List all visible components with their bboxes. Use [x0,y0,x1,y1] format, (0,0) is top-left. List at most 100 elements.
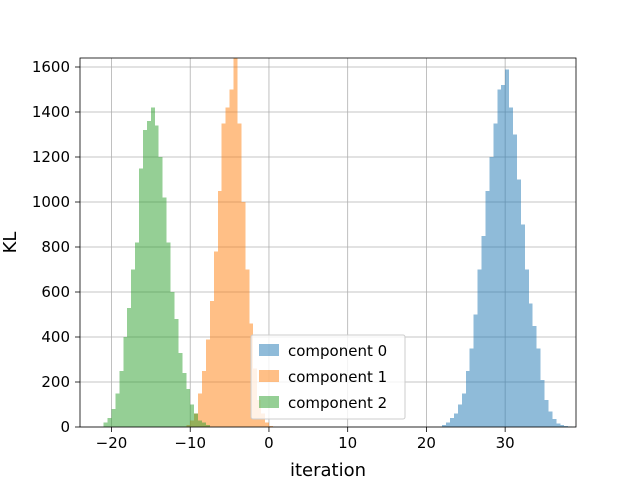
histogram-bar [536,348,541,427]
histogram-bar [532,325,537,427]
axis-ticks: −20 −10 0 10 20 30 0 200 400 600 800 1000 1200 1400 16… [32,58,515,452]
y-tick-label: 600 [41,283,70,301]
histogram-bar [190,404,195,427]
legend-box [250,334,406,420]
histogram-bar [186,388,191,427]
histogram-bar [560,425,565,427]
x-tick-label: 0 [264,434,274,452]
histogram-bar [229,89,234,427]
histogram-bar [477,269,482,427]
histogram-bar [135,242,140,427]
x-tick-label: −10 [174,434,206,452]
histogram-bar [198,393,203,427]
histogram-bar [241,202,246,427]
histogram-bar [509,107,514,427]
histogram-bar [552,419,557,427]
histogram-bar [221,123,226,427]
histogram-bar [446,422,451,427]
y-tick-label: 800 [41,238,70,256]
legend-entry: component 2 [259,394,387,412]
histogram-bar [544,400,549,427]
legend-label: component 2 [288,394,387,412]
histogram-bar [170,292,175,427]
histogram-bar [505,69,510,427]
histogram-bar [205,339,210,427]
histogram-bar [123,337,128,427]
legend-label: component 0 [288,342,387,360]
x-tick-label: 20 [417,434,436,452]
histogram-bar [245,269,250,427]
series-2 [103,107,210,427]
histogram-bar [493,123,498,427]
histogram-bar [166,242,171,427]
histogram-bar [469,348,474,427]
histogram-bar [524,269,529,427]
y-tick-label: 400 [41,328,70,346]
histogram-bar [556,423,561,427]
histogram-bar [162,197,167,427]
histogram-bar [131,269,136,427]
histogram-bar [146,121,151,427]
plot-area-frame [79,57,577,428]
legend-label: component 1 [288,368,387,386]
histogram-bar [450,418,454,427]
legend: component 0 component 1 component 2 [250,334,406,420]
y-tick-label: 0 [60,418,70,436]
histogram-bar [501,85,506,427]
histogram-bar [202,370,206,427]
histogram-bar [194,413,199,427]
histogram-bar [442,424,447,427]
series-0 [442,69,573,427]
legend-swatch [259,344,279,356]
histogram-bar [150,107,155,427]
histogram-bar [453,413,458,427]
histogram-bar [485,190,490,427]
histogram-bar [237,123,242,427]
legend-entry: component 1 [259,368,387,386]
histogram-bar [205,424,210,427]
x-tick-label: 10 [338,434,357,452]
legend-swatch [259,396,279,408]
histogram-bar [461,393,466,427]
histogram-bar [233,58,238,427]
histogram-bar [174,319,179,427]
legend-entry: component 0 [259,342,387,360]
histogram-bar [209,301,214,427]
histogram-bar [465,370,470,427]
legend-swatch [259,370,279,382]
y-tick-label: 1200 [32,148,70,166]
histogram-bar [182,373,187,427]
histogram-bar [198,420,203,427]
y-tick-label: 1600 [32,58,70,76]
histogram-bar [564,425,569,427]
histogram-bar [473,314,478,427]
histogram-bar [103,422,108,427]
x-tick-label: −20 [96,434,128,452]
histogram-bar [268,425,273,427]
histogram-bar [540,379,545,427]
histogram-bar [457,404,462,427]
histogram-bar [139,168,143,427]
histogram-bar [154,125,159,427]
histogram-bar [528,303,533,427]
histogram-bars [103,58,573,427]
histogram-bar [213,251,218,427]
histogram-bar [489,157,494,427]
histogram-bar [178,352,183,427]
histogram-bar [261,413,266,427]
y-tick-label: 200 [41,373,70,391]
x-axis-label: iteration [290,460,366,480]
histogram-bar [497,89,502,427]
histogram-bar [265,422,269,427]
x-tick-label: 30 [496,434,515,452]
histogram-bar [115,393,120,427]
histogram-bar [548,411,553,427]
y-axis-label: KL [0,232,21,254]
histogram-bar [111,409,116,427]
series-1 [186,58,273,427]
histogram-bar [520,224,525,427]
histogram-bar [142,130,147,427]
histogram-bar [516,179,521,427]
histogram-bar [217,190,222,427]
